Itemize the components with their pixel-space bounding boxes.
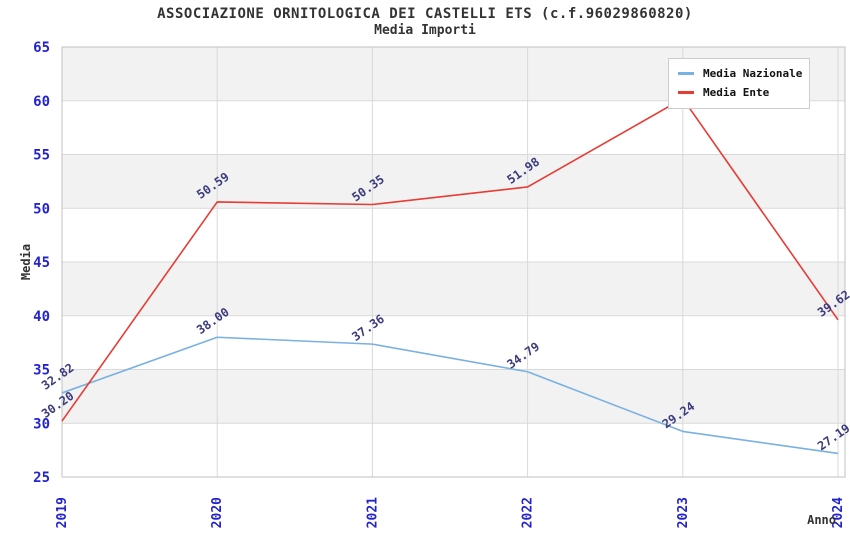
plot-band	[62, 154, 845, 209]
y-tick-label: 55	[33, 148, 50, 164]
y-axis-title: Media	[19, 243, 33, 281]
legend-swatch-ente-icon	[678, 91, 694, 94]
series-lines	[61, 97, 839, 455]
plot-border	[61, 46, 846, 478]
chart-subtitle: Media Importi	[374, 23, 476, 38]
plot-bands	[62, 47, 845, 477]
legend-item-ente: Media Ente	[669, 83, 809, 102]
y-tick-label: 35	[33, 363, 50, 379]
x-tick-label: 2021	[365, 497, 380, 528]
y-tick-label: 25	[33, 470, 50, 486]
plot-band	[62, 369, 845, 424]
y-tick-label: 45	[33, 255, 50, 271]
y-tick-label: 30	[33, 416, 50, 432]
legend-label-nazionale: Media Nazionale	[703, 67, 803, 80]
legend-swatch-nazionale-icon	[678, 72, 694, 75]
series-line-0	[61, 336, 839, 455]
x-tick-label: 2019	[55, 497, 70, 528]
x-tick-label: 2022	[521, 497, 536, 528]
x-tick-label: 2020	[210, 497, 225, 528]
series-line-1	[61, 97, 839, 422]
legend: Media Nazionale Media Ente	[668, 58, 810, 109]
chart-title: ASSOCIAZIONE ORNITOLOGICA DEI CASTELLI E…	[157, 6, 693, 22]
y-tick-label: 50	[33, 201, 50, 217]
y-tick-label: 40	[33, 309, 50, 325]
x-axis-title: Anno	[807, 513, 836, 527]
y-tick-label: 60	[33, 94, 50, 110]
y-tick-label: 65	[33, 40, 50, 56]
x-tick-label: 2024	[831, 497, 846, 528]
legend-item-nazionale: Media Nazionale	[669, 64, 809, 83]
axis-tick-labels: 25 30 35 40 45 50 55 60 65 2019 2020 2021 2022 2023 20…	[33, 40, 846, 528]
legend-label-ente: Media Ente	[703, 86, 770, 99]
plot-band	[62, 262, 845, 316]
x-tick-label: 2023	[676, 497, 691, 528]
